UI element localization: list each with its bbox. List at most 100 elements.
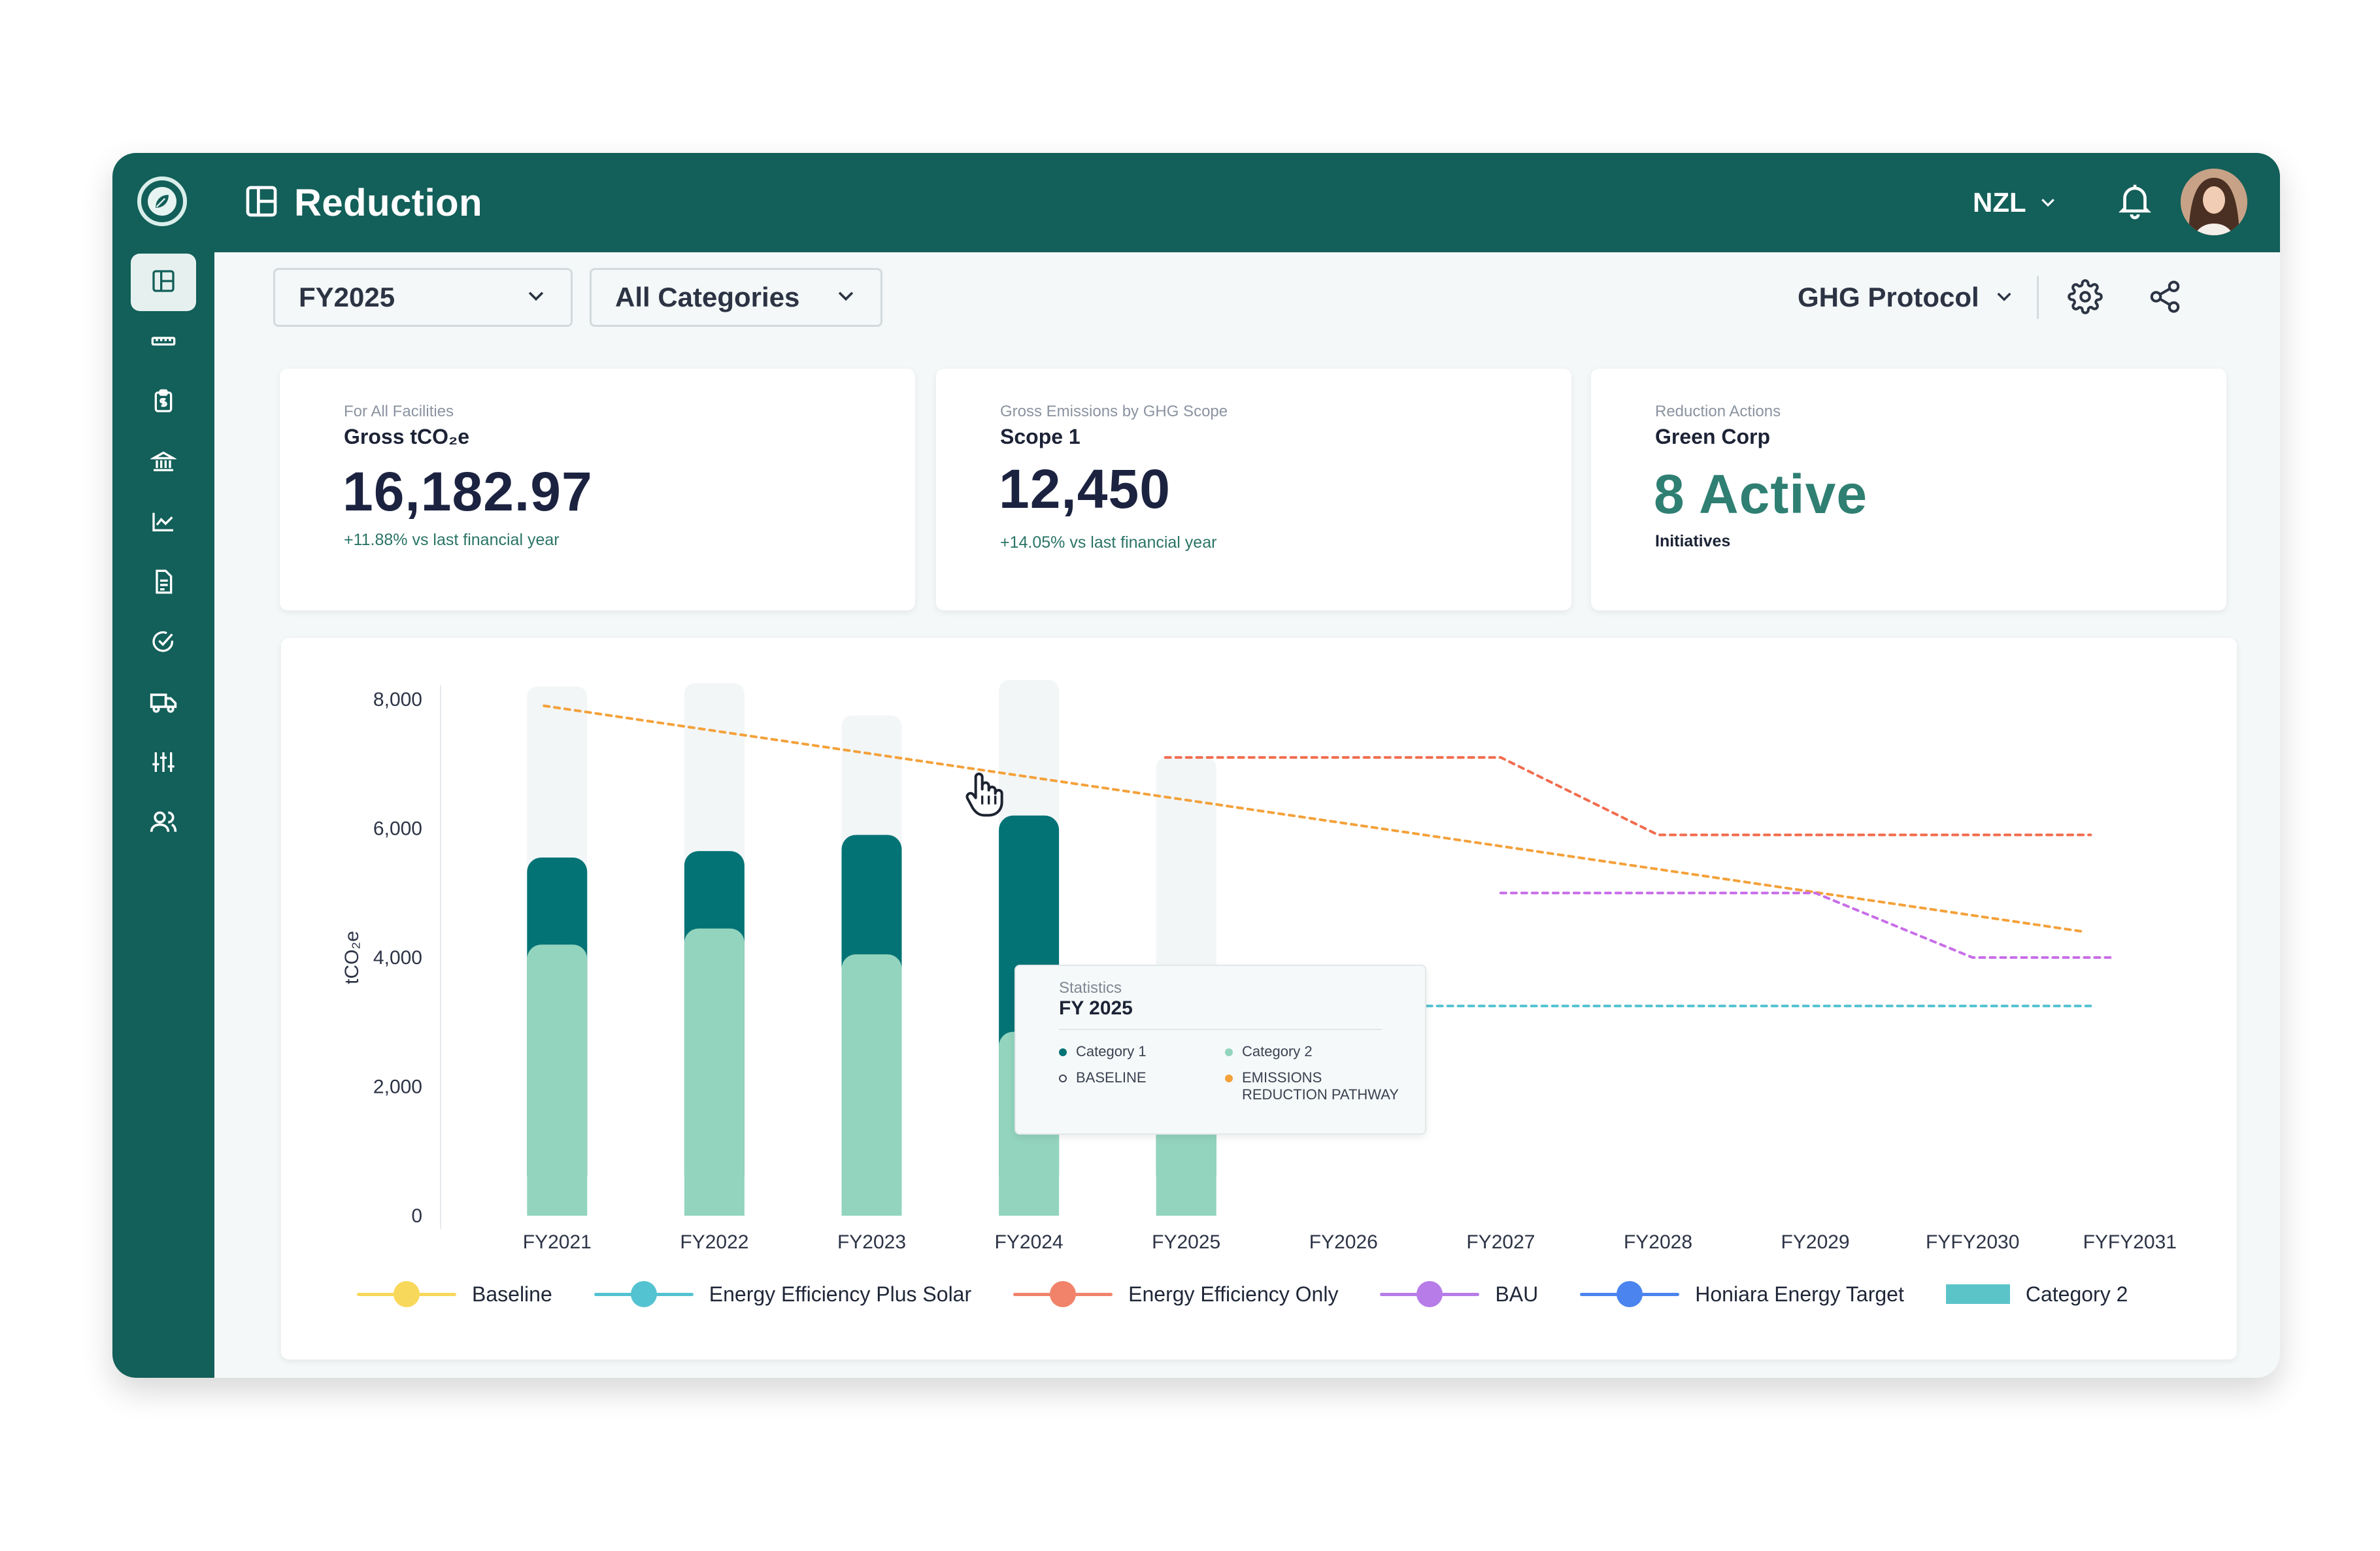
gross-emissions-card[interactable]: For All Facilities Gross tCO₂e 16,182.97… <box>280 369 915 610</box>
year-dropdown[interactable]: FY2025 <box>273 268 573 327</box>
region-label: NZL <box>1973 187 2026 218</box>
toolbar-divider <box>2037 276 2039 319</box>
series-line-energy-efficiency-only <box>1164 756 2092 837</box>
x-tick-label: FY2028 <box>1624 1231 1692 1253</box>
bar-category-2 <box>841 954 902 1216</box>
legend-item-bau[interactable]: BAU <box>1380 1280 1539 1307</box>
card-eyebrow: Reduction Actions <box>1655 403 1781 420</box>
card-title: Green Corp <box>1655 425 1771 448</box>
chevron-down-icon <box>2038 187 2058 218</box>
leaf-icon <box>148 187 176 216</box>
settings-button[interactable] <box>2059 272 2111 324</box>
tooltip-item: Category 1 <box>1059 1043 1147 1060</box>
card-value: 16,182.97 <box>343 461 593 522</box>
tooltip-item-label: Category 1 <box>1076 1043 1147 1059</box>
year-dropdown-value: FY2025 <box>299 282 395 312</box>
tooltip-item-label: Category 2 <box>1242 1043 1313 1059</box>
users-icon <box>149 808 178 840</box>
notifications-button[interactable] <box>2107 174 2162 229</box>
chevron-down-icon <box>1994 282 2015 313</box>
legend-line-marker <box>1013 1280 1113 1307</box>
nav-transport[interactable] <box>131 675 196 732</box>
app-window: Reduction NZL <box>112 153 2280 1378</box>
reduction-actions-card[interactable]: Reduction Actions Green Corp 8 Active In… <box>1591 369 2226 610</box>
x-tick-label: FY2022 <box>680 1231 748 1253</box>
layout-icon <box>243 183 280 223</box>
app-logo[interactable] <box>137 176 187 226</box>
document-icon <box>150 569 176 598</box>
emissions-chart: 8,000 6,000 4,000 2,000 0 tCO₂e FY2021 FY2022 FY… <box>341 680 2177 1253</box>
legend-line-marker <box>1580 1280 1680 1307</box>
hand-pointer-cursor-icon <box>965 773 1003 817</box>
legend-label: BAU <box>1495 1282 1539 1306</box>
x-tick-label: FY2024 <box>995 1231 1064 1253</box>
tooltip-item: Category 2 <box>1225 1043 1313 1060</box>
protocol-dropdown[interactable]: GHG Protocol <box>1798 268 2015 327</box>
card-value: 8 Active <box>1654 463 1868 525</box>
legend-dot <box>1225 1075 1233 1082</box>
tooltip-item-label: BASELINE <box>1076 1069 1147 1086</box>
legend-item-baseline[interactable]: Baseline <box>357 1280 552 1307</box>
gear-icon <box>2068 278 2103 318</box>
nav-tasks[interactable] <box>131 614 196 672</box>
tooltip-eyebrow: Statistics <box>1059 979 1122 997</box>
scope1-card[interactable]: Gross Emissions by GHG Scope Scope 1 12,… <box>936 369 1571 610</box>
nav-documents[interactable] <box>131 554 196 612</box>
nav-analytics[interactable] <box>131 494 196 552</box>
legend-item-energy-efficiency-plus-solar[interactable]: Energy Efficiency Plus Solar <box>594 1280 972 1307</box>
trend-chart-icon <box>150 509 176 538</box>
y-tick-label: 4,000 <box>373 947 422 969</box>
tooltip-item: EMISSIONS REDUCTION PATHWAY <box>1225 1069 1399 1103</box>
x-tick-label: FY2023 <box>837 1231 906 1253</box>
truck-icon <box>149 688 178 720</box>
nav-measurement[interactable] <box>131 314 196 371</box>
legend-line-marker <box>594 1280 694 1307</box>
region-selector[interactable]: NZL <box>1973 180 2058 225</box>
card-delta: +14.05% vs last financial year <box>1000 533 1217 552</box>
x-tick-label: FY2021 <box>523 1231 592 1253</box>
tooltip-title: FY 2025 <box>1059 997 1133 1019</box>
category-dropdown[interactable]: All Categories <box>590 268 882 327</box>
bar-category-2-base <box>1156 1201 1216 1216</box>
user-avatar[interactable] <box>2181 169 2247 235</box>
nav-users[interactable] <box>131 795 196 852</box>
protocol-dropdown-value: GHG Protocol <box>1798 282 1979 312</box>
share-button[interactable] <box>2139 272 2191 324</box>
card-eyebrow: Gross Emissions by GHG Scope <box>1000 403 1228 420</box>
chevron-down-icon <box>525 282 547 313</box>
legend-item-energy-efficiency-only[interactable]: Energy Efficiency Only <box>1013 1280 1338 1307</box>
page-title: Reduction <box>294 181 483 224</box>
legend-label: Honiara Energy Target <box>1695 1282 1904 1306</box>
bar-category-2-base <box>684 1201 745 1216</box>
bar-category-2 <box>527 944 588 1216</box>
legend-label: Baseline <box>472 1282 552 1306</box>
series-line-emissions-reduction-pathway <box>543 704 2086 933</box>
bar-category-2-base <box>999 1201 1060 1216</box>
legend-item-category-2[interactable]: Category 2 <box>1945 1282 2128 1307</box>
nav-settings-sliders[interactable] <box>131 735 196 792</box>
nav-finance[interactable] <box>131 374 196 431</box>
nav-dashboard[interactable] <box>131 254 196 311</box>
top-bar: Reduction NZL <box>112 153 2280 252</box>
tooltip-divider <box>1059 1029 1382 1030</box>
chevron-down-icon <box>835 282 857 313</box>
legend-dot <box>1225 1048 1233 1056</box>
legend-label: Category 2 <box>2025 1282 2128 1306</box>
chart-tooltip: Statistics FY 2025 Category 1 Category 2… <box>1014 965 1426 1135</box>
page-title-area: Reduction <box>243 176 482 229</box>
y-axis-title: tCO₂e <box>341 931 363 984</box>
check-circle-icon <box>150 629 176 658</box>
x-tick-label: FY2025 <box>1152 1231 1220 1253</box>
y-tick-label: 6,000 <box>373 818 422 840</box>
legend-dot <box>1059 1048 1067 1056</box>
nav-institutions[interactable] <box>131 434 196 492</box>
legend-item-honiara-energy-target[interactable]: Honiara Energy Target <box>1580 1280 1904 1307</box>
card-title: Scope 1 <box>1000 425 1081 448</box>
card-title: Gross tCO₂e <box>344 425 470 448</box>
card-value: 12,450 <box>999 458 1171 520</box>
tooltip-item: BASELINE <box>1059 1069 1147 1086</box>
x-tick-label: FY2026 <box>1309 1231 1378 1253</box>
y-tick-label: 2,000 <box>373 1076 422 1098</box>
legend-label: Energy Efficiency Plus Solar <box>709 1282 972 1306</box>
bar-category-2 <box>684 928 745 1216</box>
